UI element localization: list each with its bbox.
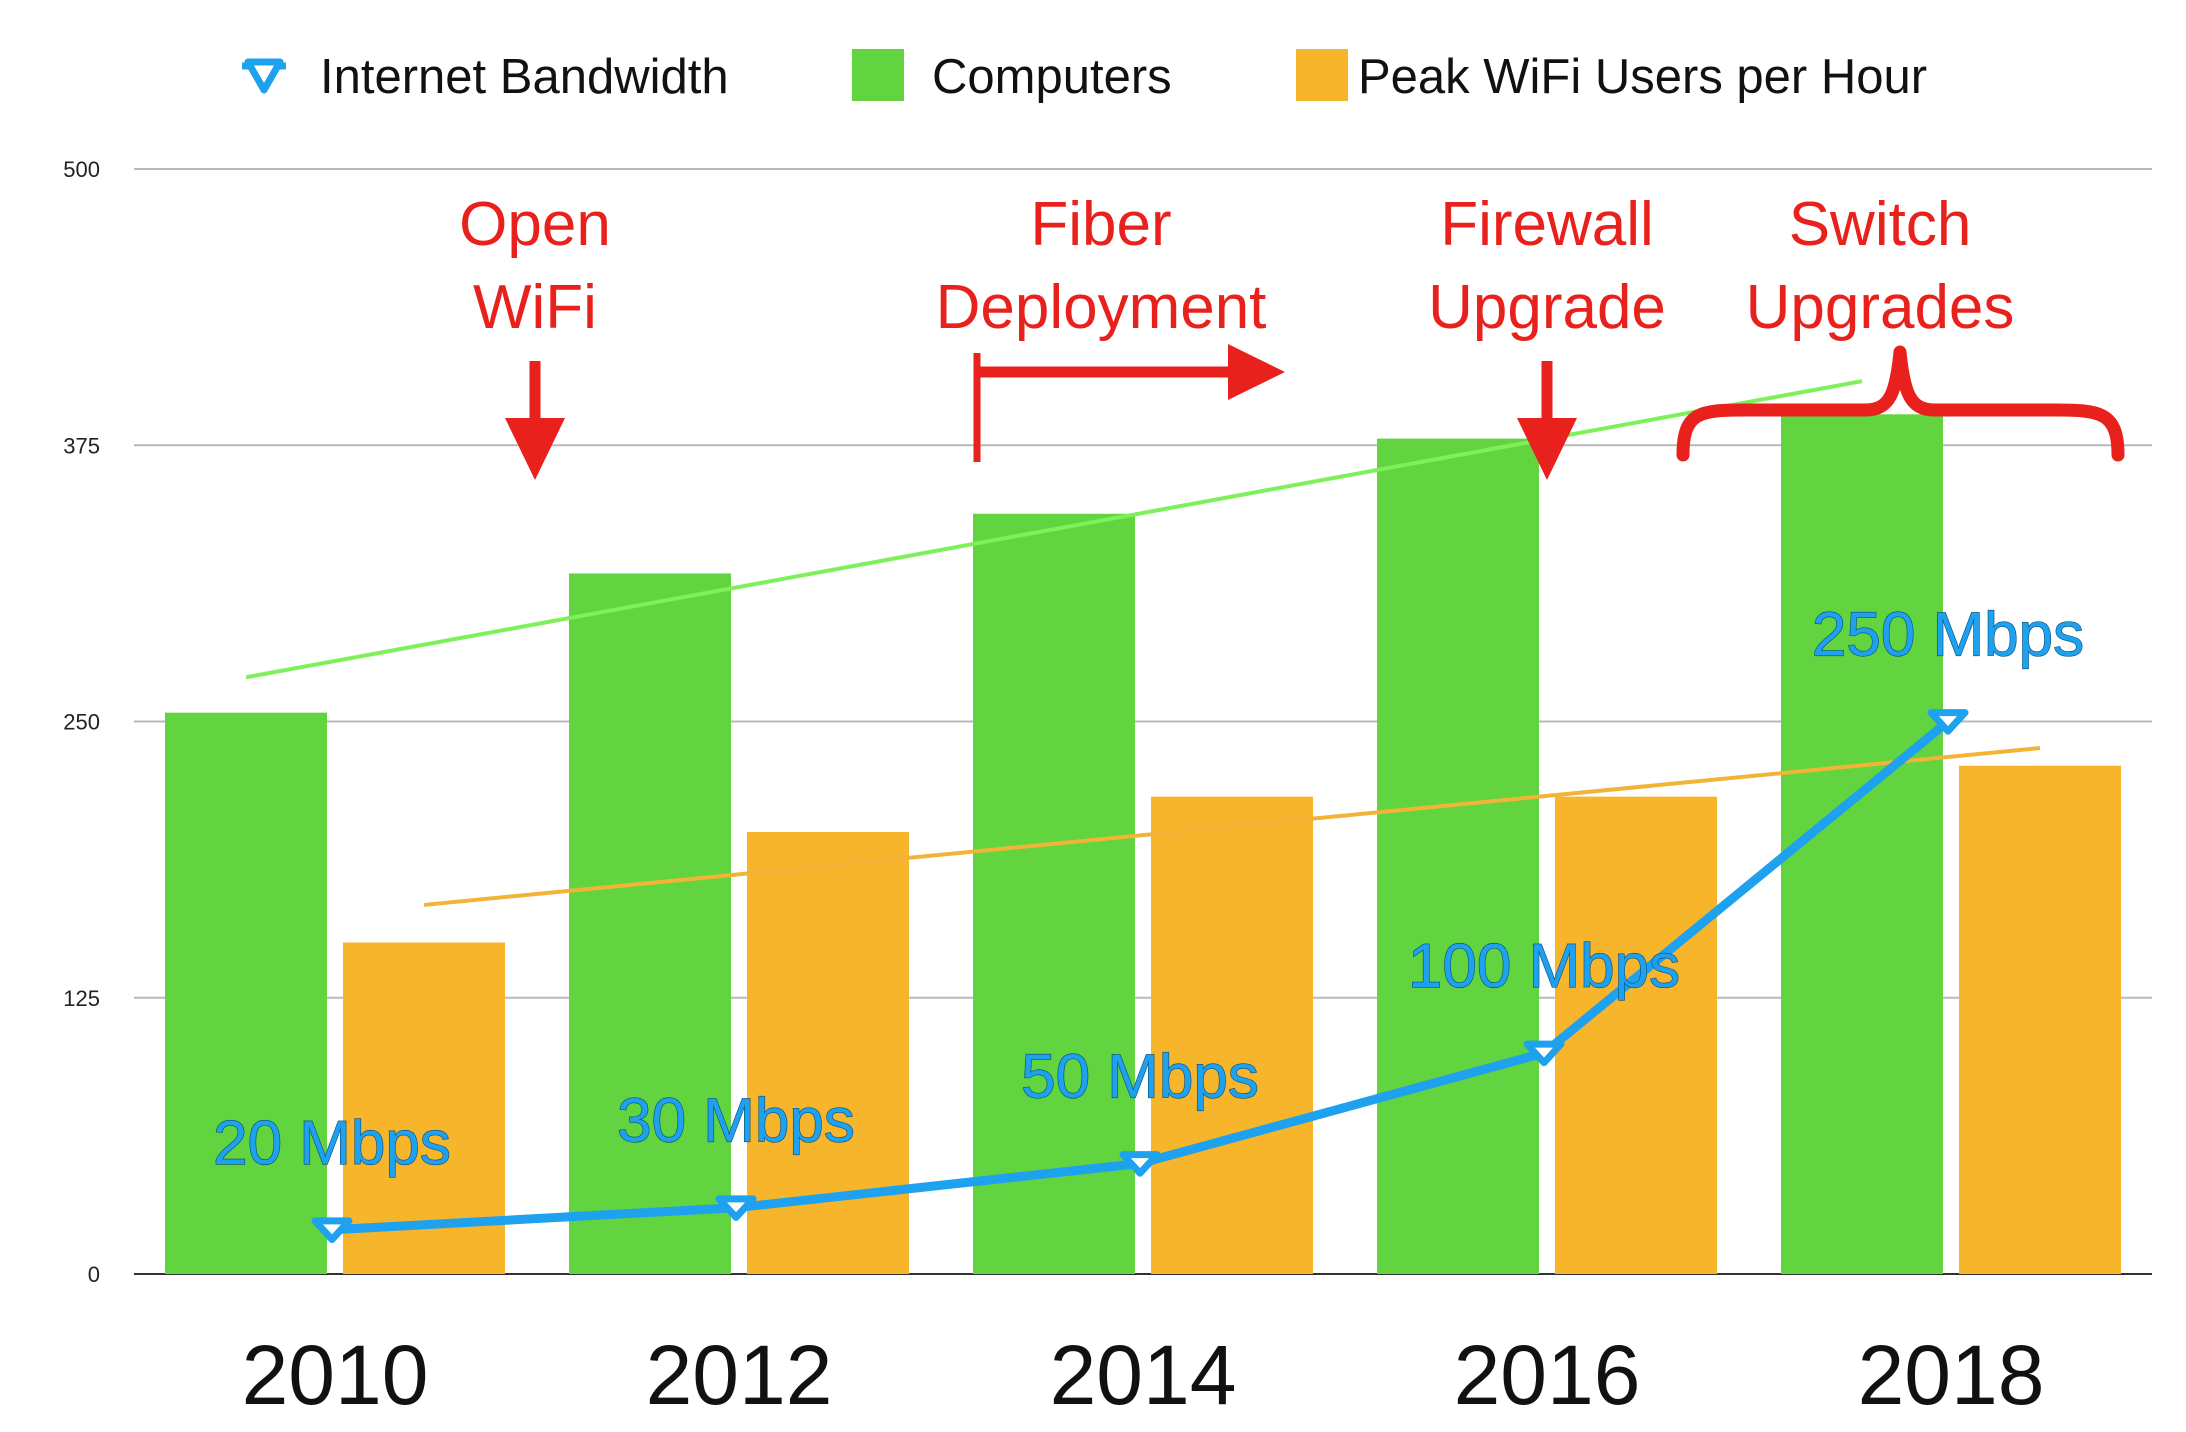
y-tick-label-250: 250 bbox=[63, 710, 100, 735]
bar-computers-2010 bbox=[165, 712, 327, 1274]
open-wifi-arrow-head bbox=[505, 418, 565, 480]
bar-computers-2016 bbox=[1377, 438, 1539, 1274]
data-label-2018: 250 Mbps bbox=[1812, 601, 2084, 670]
bar-computers-2014 bbox=[973, 513, 1135, 1274]
data-label-2016: 100 Mbps bbox=[1408, 932, 1680, 1001]
x-axis-labels: 2010 2012 2014 2016 2018 bbox=[242, 1328, 2045, 1422]
y-tick-label-0: 0 bbox=[88, 1262, 100, 1287]
legend-label-computers: Computers bbox=[932, 50, 1172, 104]
annotation-2-line-0: Firewall bbox=[1440, 190, 1654, 259]
annotation-0-line-1: WiFi bbox=[473, 273, 597, 342]
bandwidth-point-2010 bbox=[311, 1217, 353, 1243]
annotation-3-line-0: Switch bbox=[1789, 190, 1972, 259]
legend-label-internet-bandwidth: Internet Bandwidth bbox=[320, 50, 729, 104]
bar-peak-wifi-users-per-hour-2014 bbox=[1151, 796, 1313, 1274]
annotation-2-line-1: Upgrade bbox=[1428, 273, 1666, 342]
trendlines bbox=[245, 379, 2041, 907]
switch-upgrades-brace bbox=[1676, 345, 2125, 462]
x-tick-label-2014: 2014 bbox=[1050, 1328, 1237, 1422]
bandwidth-point-2018 bbox=[1927, 709, 1969, 735]
legend-label-peak-wifi-users-per-hour: Peak WiFi Users per Hour bbox=[1358, 50, 1927, 104]
data-label-2010: 20 Mbps bbox=[213, 1109, 451, 1178]
x-tick-label-2018: 2018 bbox=[1858, 1328, 2045, 1422]
bandwidth-point-2016 bbox=[1523, 1040, 1565, 1067]
annotation-1-line-0: Fiber bbox=[1030, 190, 1171, 259]
data-label-2012: 30 Mbps bbox=[617, 1087, 855, 1156]
bandwidth-series bbox=[311, 709, 1969, 1243]
annotation-1-line-1: Deployment bbox=[936, 273, 1267, 342]
fiber-arrow-head bbox=[1228, 344, 1285, 400]
annotation-0-line-0: Open bbox=[459, 190, 611, 259]
legend-item-computers[interactable]: Computers bbox=[852, 49, 1172, 104]
y-tick-label-125: 125 bbox=[63, 986, 100, 1011]
firewall-arrow-head bbox=[1517, 418, 1577, 480]
bar-computers-2012 bbox=[569, 573, 731, 1274]
bar-computers-2018 bbox=[1781, 414, 1943, 1274]
trendline-computers bbox=[245, 379, 1863, 680]
data-labels: 20 Mbps 30 Mbps 50 Mbps 100 Mbps 250 Mbps bbox=[212, 600, 2084, 1179]
legend-item-peak-wifi-users-per-hour[interactable]: Peak WiFi Users per Hour bbox=[1296, 49, 1927, 104]
x-tick-label-2012: 2012 bbox=[646, 1328, 833, 1422]
legend-item-internet-bandwidth[interactable]: Internet Bandwidth bbox=[242, 50, 729, 104]
bars bbox=[165, 414, 2121, 1274]
bar-peak-wifi-users-per-hour-2018 bbox=[1959, 765, 2121, 1274]
trendline-peak-wifi-users-per-hour bbox=[423, 746, 2041, 907]
annotations: Open WiFi Fiber Deployment Firewall Upgrade Sw… bbox=[459, 190, 2125, 480]
legend-swatch-computers bbox=[852, 49, 904, 101]
data-label-2014: 50 Mbps bbox=[1021, 1043, 1259, 1112]
legend-swatch-peak-wifi-users-per-hour bbox=[1296, 49, 1348, 101]
bandwidth-point-2012 bbox=[715, 1195, 757, 1221]
annotation-3-line-1: Upgrades bbox=[1746, 273, 2015, 342]
x-tick-label-2016: 2016 bbox=[1454, 1328, 1641, 1422]
legend-marker-internet-bandwidth bbox=[244, 58, 284, 94]
bandwidth-point-2014 bbox=[1119, 1151, 1161, 1177]
legend[interactable]: Internet Bandwidth Computers Peak WiFi Use… bbox=[242, 49, 1927, 104]
x-tick-label-2010: 2010 bbox=[242, 1328, 429, 1422]
bar-peak-wifi-users-per-hour-2016 bbox=[1555, 796, 1717, 1274]
y-tick-label-500: 500 bbox=[63, 157, 100, 182]
y-tick-label-375: 375 bbox=[63, 433, 100, 458]
